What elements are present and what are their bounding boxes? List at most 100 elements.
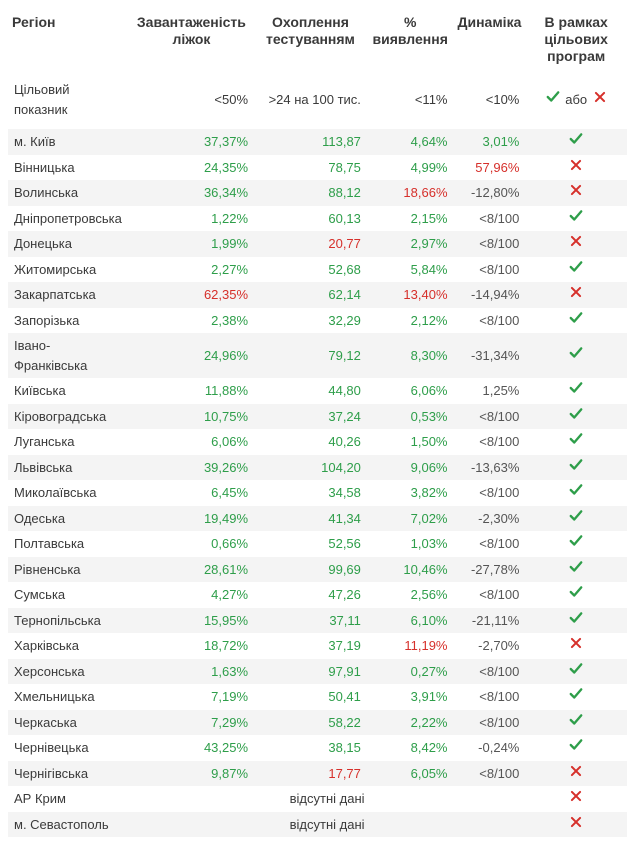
cross-icon — [567, 638, 585, 653]
cell-beds: 9,87% — [129, 761, 254, 787]
table-row: Полтавська0,66%52,561,03%<8/100 — [8, 531, 627, 557]
cell-testing: 99,69 — [254, 557, 367, 583]
cell-beds: 1,99% — [129, 231, 254, 257]
cell-beds: 11,88% — [129, 378, 254, 404]
cell-detection: 8,30% — [367, 333, 454, 378]
cell-testing: 104,20 — [254, 455, 367, 481]
cross-icon — [567, 817, 585, 832]
col-beds: Завантаженість ліжок — [129, 8, 254, 74]
cell-status — [525, 480, 627, 506]
cell-region: Івано-Франківська — [8, 333, 129, 378]
cell-testing: 37,24 — [254, 404, 367, 430]
cross-icon — [567, 287, 585, 302]
cell-status — [525, 257, 627, 283]
cell-testing: 62,14 — [254, 282, 367, 308]
cell-dynamics: 1,25% — [454, 378, 526, 404]
cell-testing: 78,75 — [254, 155, 367, 181]
target-programs: або — [525, 74, 627, 129]
cell-dynamics: <8/100 — [454, 684, 526, 710]
cell-status — [525, 531, 627, 557]
cell-status — [525, 761, 627, 787]
cell-beds: 6,45% — [129, 480, 254, 506]
check-icon — [567, 348, 585, 363]
cell-detection: 4,64% — [367, 129, 454, 155]
cell-beds: 43,25% — [129, 735, 254, 761]
cross-icon — [567, 791, 585, 806]
cell-dynamics: -14,94% — [454, 282, 526, 308]
cell-status — [525, 684, 627, 710]
cell-status — [525, 608, 627, 634]
cell-detection: 13,40% — [367, 282, 454, 308]
cell-status — [525, 582, 627, 608]
cell-beds: 19,49% — [129, 506, 254, 532]
cell-status — [525, 404, 627, 430]
table-row: Тернопільська15,95%37,116,10%-21,11% — [8, 608, 627, 634]
cell-testing: 88,12 — [254, 180, 367, 206]
cell-dynamics: 3,01% — [454, 129, 526, 155]
cell-beds: 1,22% — [129, 206, 254, 232]
cell-testing: 37,11 — [254, 608, 367, 634]
cell-status — [525, 308, 627, 334]
check-icon — [567, 715, 585, 730]
cell-region: Черкаська — [8, 710, 129, 736]
table-row: Рівненська28,61%99,6910,46%-27,78% — [8, 557, 627, 583]
cell-testing: 52,68 — [254, 257, 367, 283]
cell-beds: 1,63% — [129, 659, 254, 685]
cell-status — [525, 710, 627, 736]
cell-detection: 18,66% — [367, 180, 454, 206]
check-icon — [567, 587, 585, 602]
cross-icon — [567, 185, 585, 200]
cell-detection: 2,97% — [367, 231, 454, 257]
cell-dynamics: -2,30% — [454, 506, 526, 532]
cell-status — [525, 506, 627, 532]
cell-dynamics: -21,11% — [454, 608, 526, 634]
cell-detection: 11,19% — [367, 633, 454, 659]
cell-beds: 6,06% — [129, 429, 254, 455]
cell-status — [525, 786, 627, 812]
cell-detection: 2,12% — [367, 308, 454, 334]
cell-dynamics: <8/100 — [454, 659, 526, 685]
cell-region: Донецька — [8, 231, 129, 257]
target-testing: >24 на 100 тис. — [254, 74, 367, 129]
cell-status — [525, 557, 627, 583]
cell-status — [525, 333, 627, 378]
cell-detection: 7,02% — [367, 506, 454, 532]
target-detection: <11% — [367, 74, 454, 129]
cell-testing: 44,80 — [254, 378, 367, 404]
cross-icon — [591, 92, 609, 107]
cell-testing: 37,19 — [254, 633, 367, 659]
cell-beds: 7,29% — [129, 710, 254, 736]
check-icon — [544, 92, 562, 107]
cell-dynamics: <8/100 — [454, 257, 526, 283]
cell-detection: 5,84% — [367, 257, 454, 283]
check-icon — [567, 460, 585, 475]
cell-testing: 17,77 — [254, 761, 367, 787]
cross-icon — [567, 236, 585, 251]
cell-dynamics: -0,24% — [454, 735, 526, 761]
cell-region: Вінницька — [8, 155, 129, 181]
table-row: Дніпропетровська1,22%60,132,15%<8/100 — [8, 206, 627, 232]
cell-dynamics: <8/100 — [454, 231, 526, 257]
cell-dynamics: <8/100 — [454, 308, 526, 334]
cell-region: Чернігівська — [8, 761, 129, 787]
table-row: Львівська39,26%104,209,06%-13,63% — [8, 455, 627, 481]
table-row: Хмельницька7,19%50,413,91%<8/100 — [8, 684, 627, 710]
cell-region: АР Крим — [8, 786, 129, 812]
cell-detection: 0,27% — [367, 659, 454, 685]
cell-beds: 15,95% — [129, 608, 254, 634]
cell-region: Миколаївська — [8, 480, 129, 506]
cell-status — [525, 735, 627, 761]
col-dynamics: Динаміка — [454, 8, 526, 74]
cell-region: Хмельницька — [8, 684, 129, 710]
cell-detection: 10,46% — [367, 557, 454, 583]
check-icon — [567, 262, 585, 277]
cell-beds: 62,35% — [129, 282, 254, 308]
cell-dynamics: <8/100 — [454, 582, 526, 608]
cell-testing: 50,41 — [254, 684, 367, 710]
cell-status — [525, 129, 627, 155]
cell-testing: 58,22 — [254, 710, 367, 736]
cell-region: Тернопільська — [8, 608, 129, 634]
cell-dynamics: <8/100 — [454, 480, 526, 506]
or-text: або — [565, 92, 587, 107]
cell-region: Закарпатська — [8, 282, 129, 308]
